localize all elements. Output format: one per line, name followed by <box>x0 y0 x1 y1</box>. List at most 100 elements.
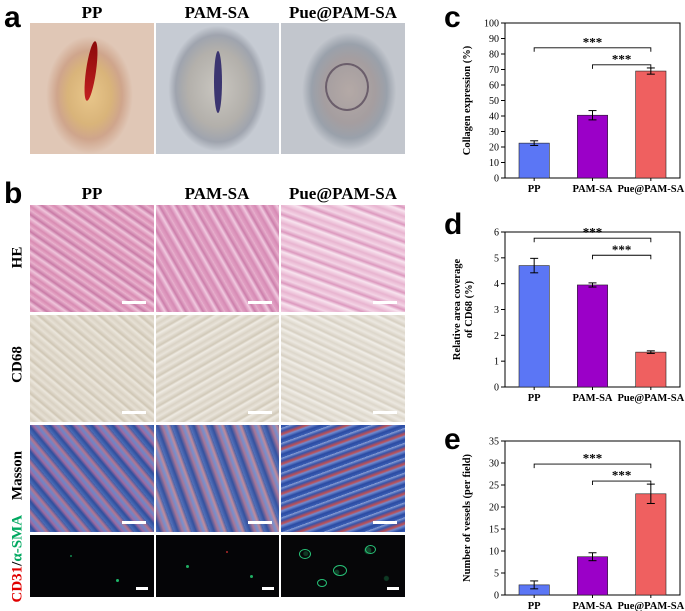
row-label-he: HE <box>9 246 26 269</box>
panel-letter-a: a <box>4 1 21 34</box>
vessel-ring <box>317 579 327 587</box>
y-tick-label: 4 <box>494 279 499 290</box>
y-tick-label: 5 <box>494 253 499 264</box>
x-tick-label: PAM-SA <box>572 393 612 404</box>
bar <box>518 142 550 179</box>
fluor-spot <box>116 579 119 582</box>
scale-bar <box>248 301 272 304</box>
vessel-ring <box>299 549 311 559</box>
y-tick-label: 60 <box>489 81 499 92</box>
scale-bar <box>387 587 399 590</box>
fluorescence-pamsa <box>156 535 279 597</box>
panel-letter-c: c <box>444 1 461 34</box>
bar <box>635 493 667 596</box>
fluor-spot <box>250 575 253 578</box>
asma-label: α-SMA <box>9 514 26 562</box>
masson-stain-pamsa <box>156 425 279 532</box>
y-tick-label: 20 <box>489 143 499 154</box>
y-tick-label: 20 <box>489 503 499 514</box>
row-label-fluorescence: CD31/α-SMA <box>9 515 27 603</box>
significance-bracket <box>592 480 652 486</box>
bar <box>577 284 608 388</box>
significance-label: *** <box>583 225 603 240</box>
y-tick-label: 15 <box>489 525 499 536</box>
fluorescence-pue <box>281 535 405 597</box>
significance-bracket <box>533 47 652 52</box>
he-stain-pamsa <box>156 205 279 312</box>
wound-photo-pamsa <box>156 23 279 154</box>
scale-bar <box>373 521 397 524</box>
chart-collagen-expression: 0 10 20 30 40 50 60 70 80 90 100 Collagen expressio… <box>462 19 685 196</box>
y-tick-label: 30 <box>489 127 499 138</box>
wound-photo-pp <box>30 23 154 154</box>
scale-bar <box>136 587 148 590</box>
panel-a-label-pamsa: PAM-SA <box>184 3 250 22</box>
y-tick-label: 50 <box>489 96 499 107</box>
panel-a-label-pue: Pue@PAM-SA <box>288 3 398 22</box>
y-axis-label: Relative area coverage <box>452 259 463 361</box>
y-tick-label: 2 <box>494 331 499 342</box>
fluor-spot <box>226 551 228 553</box>
masson-stain-pp <box>30 425 154 532</box>
y-tick-label: 10 <box>489 547 499 558</box>
significance-label: *** <box>583 34 603 49</box>
cd68-stain-pamsa <box>156 315 279 422</box>
fluor-spot <box>186 565 189 568</box>
y-tick-label: 90 <box>489 34 499 45</box>
significance-label: *** <box>612 242 632 257</box>
y-tick-label: 30 <box>489 459 499 470</box>
y-tick-label: 70 <box>489 65 499 76</box>
wound-scar-mark <box>214 51 222 113</box>
scale-bar <box>122 301 146 304</box>
y-tick-label: 5 <box>494 569 499 580</box>
x-tick-label: PP <box>528 393 541 404</box>
x-tick-label: Pue@PAM-SA <box>617 601 684 611</box>
y-tick-label: 80 <box>489 50 499 61</box>
panel-letter-b: b <box>4 177 23 210</box>
y-tick-label: 1 <box>494 357 499 368</box>
x-tick-label: PAM-SA <box>572 601 612 611</box>
chart-vessel-count: 0 5 10 15 20 25 30 35 Number of vessels (per fie… <box>462 437 685 611</box>
bar <box>635 70 667 179</box>
x-tick-label: PAM-SA <box>572 184 612 195</box>
scale-bar <box>122 521 146 524</box>
row-label-masson: Masson <box>9 450 26 501</box>
panel-b-label-pp: PP <box>81 184 103 203</box>
panel-letter-e: e <box>444 423 461 456</box>
y-tick-label: 6 <box>494 228 499 239</box>
scale-bar <box>122 411 146 414</box>
y-tick-label: 0 <box>494 174 499 185</box>
bar <box>577 114 608 179</box>
scale-bar <box>373 411 397 414</box>
significance-bracket <box>592 64 652 69</box>
significance-bracket <box>533 463 652 469</box>
y-tick-label: 0 <box>494 383 499 394</box>
significance-label: *** <box>583 451 603 466</box>
panel-b-label-pamsa: PAM-SA <box>184 184 250 203</box>
x-tick-label: PP <box>528 601 541 611</box>
y-tick-label: 0 <box>494 591 499 602</box>
significance-bracket <box>592 254 652 260</box>
chart-cd68-coverage: 0 1 2 3 4 5 6 Relative area coverage of CD68 (%)… <box>452 225 685 404</box>
he-stain-pp <box>30 205 154 312</box>
bar <box>577 556 608 596</box>
label-separator: / <box>9 561 26 566</box>
row-label-cd68: CD68 <box>9 346 26 383</box>
significance-bracket <box>533 237 652 243</box>
x-tick-label: Pue@PAM-SA <box>617 393 684 404</box>
y-tick-label: 40 <box>489 112 499 123</box>
x-tick-label: Pue@PAM-SA <box>617 184 684 195</box>
scale-bar <box>248 521 272 524</box>
wound-photo-pue <box>281 23 405 154</box>
y-tick-label: 10 <box>489 158 499 169</box>
vessel-ring <box>333 565 347 576</box>
y-tick-label: 100 <box>484 19 499 30</box>
cd31-label: CD31 <box>9 565 26 603</box>
bar <box>635 351 667 388</box>
masson-stain-pue <box>281 425 405 532</box>
y-tick-label: 25 <box>489 481 499 492</box>
wound-blood-mark <box>81 40 101 102</box>
y-axis-label: Number of vessels (per field) <box>462 454 473 582</box>
significance-label: *** <box>612 468 632 483</box>
bar <box>518 265 550 388</box>
